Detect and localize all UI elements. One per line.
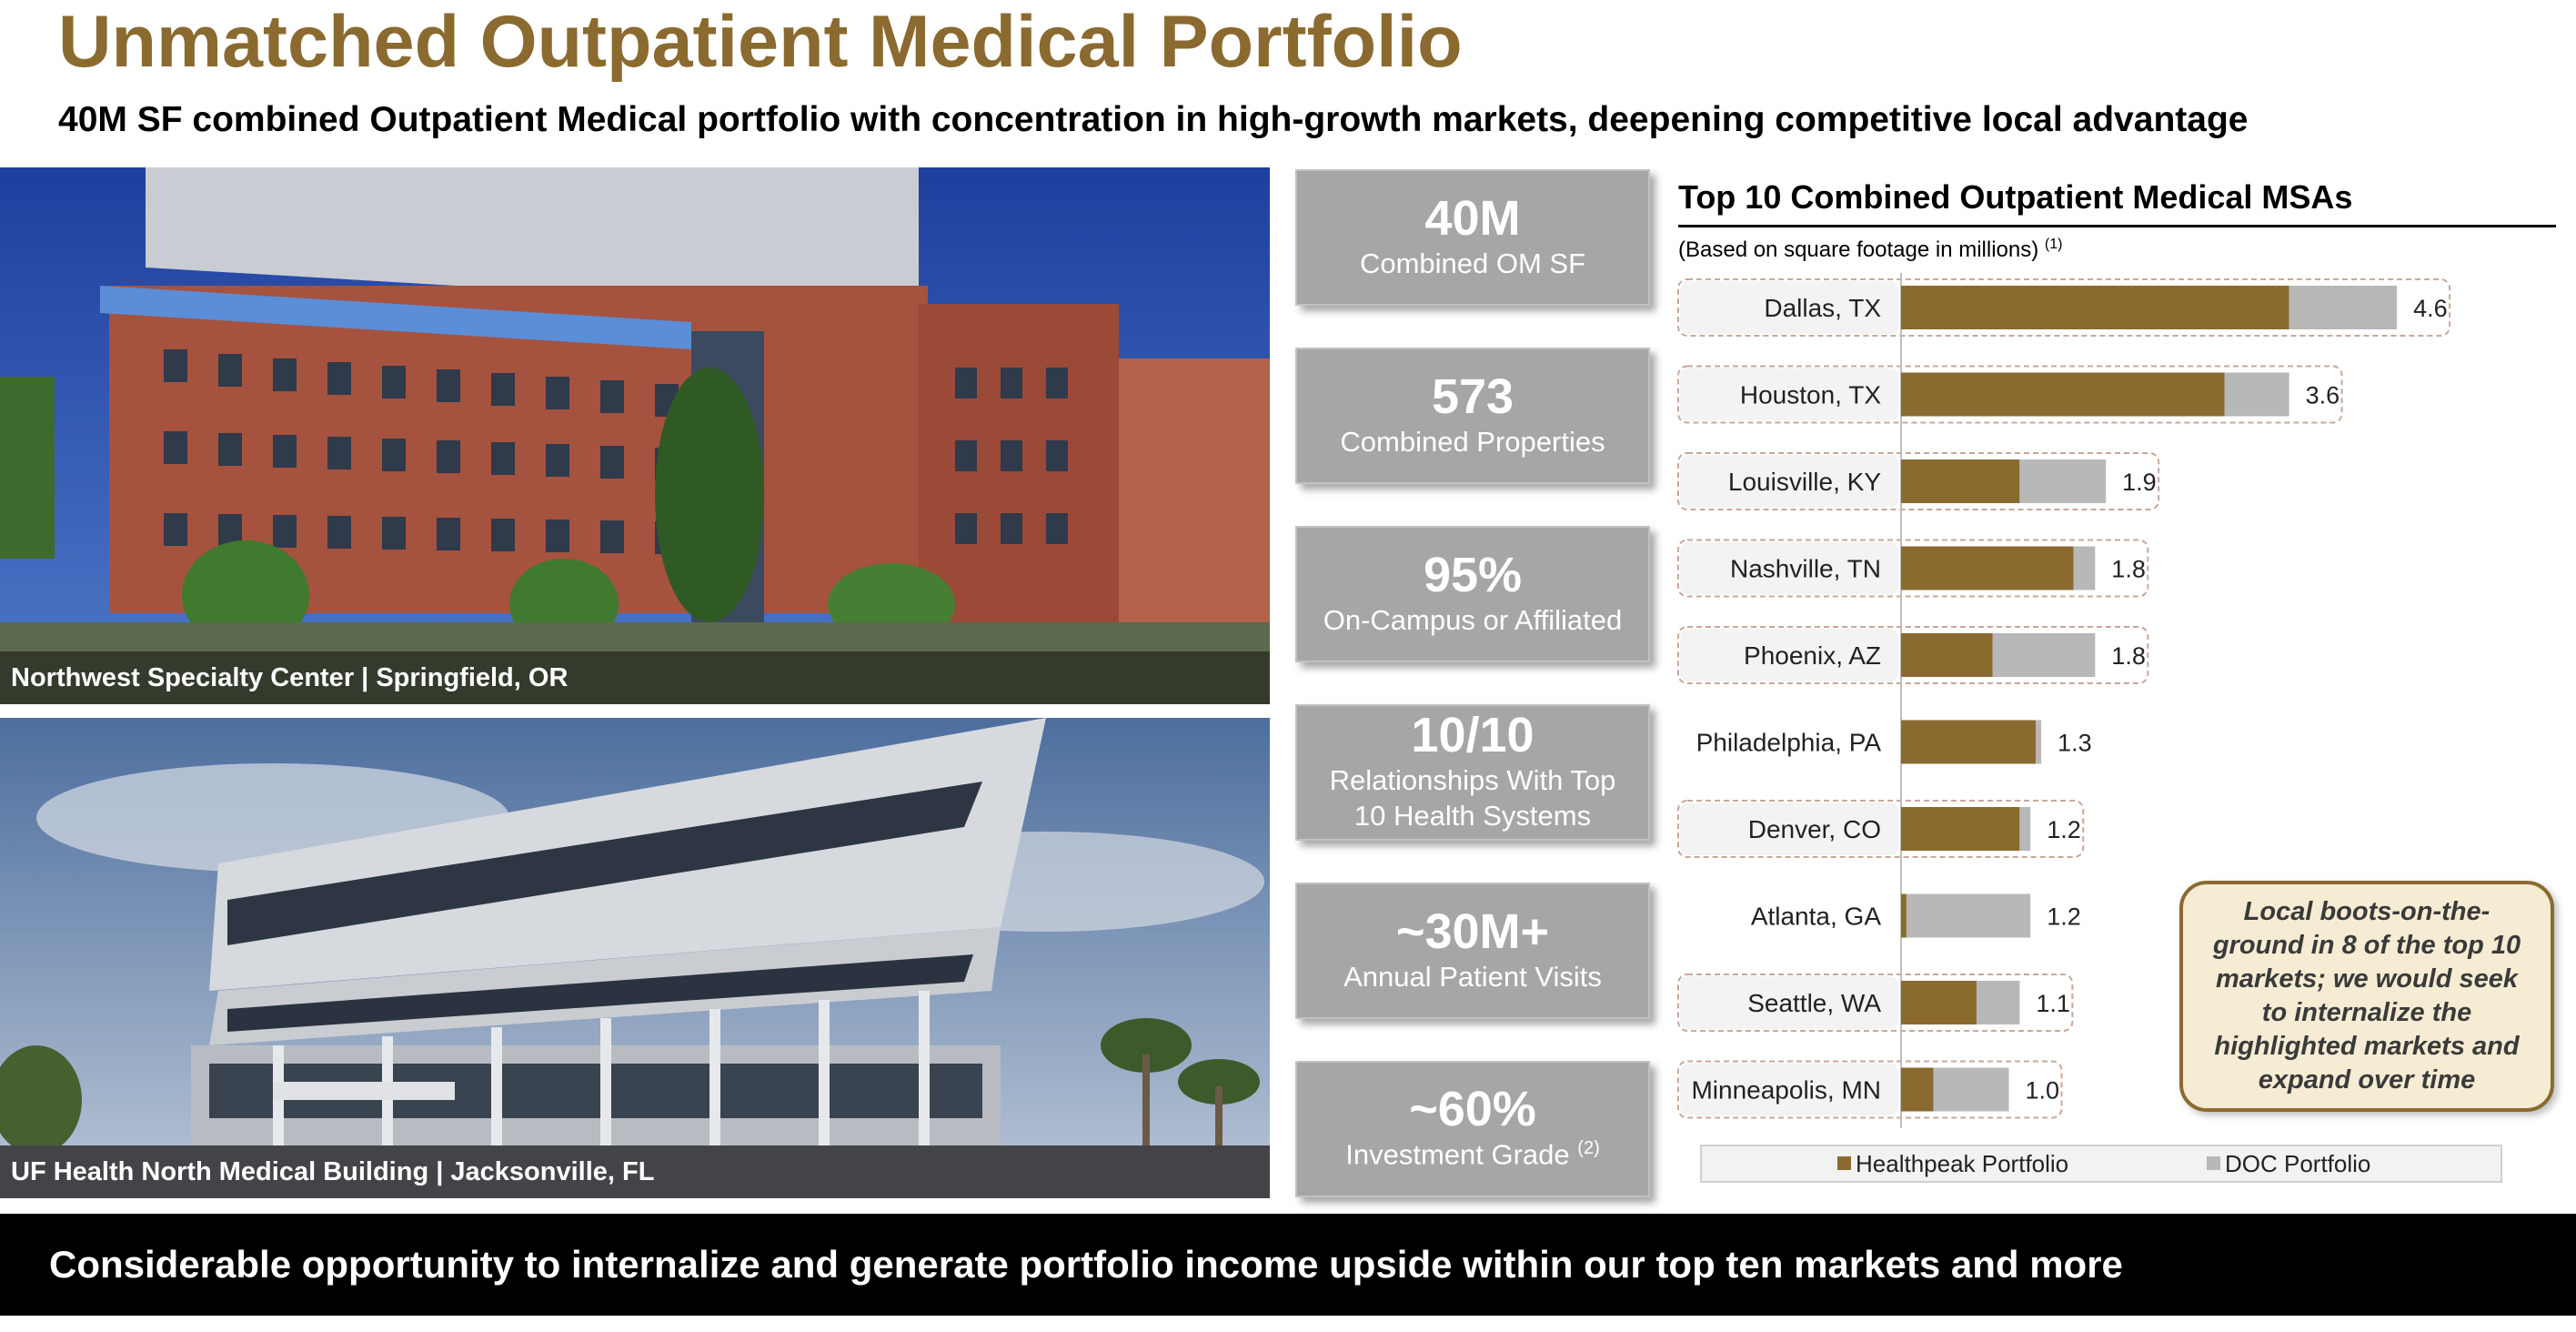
chart-subtitle-text: (Based on square footage in millions)	[1678, 237, 2039, 262]
stat-card-patient-visits: ~30M+ Annual Patient Visits	[1295, 883, 1650, 1019]
category-label-bg	[1680, 802, 1898, 855]
bar-healthpeak	[1901, 546, 2074, 590]
total-label: 1.0	[2026, 1077, 2060, 1105]
bar-healthpeak	[1901, 1067, 1934, 1112]
page-title: Unmatched Outpatient Medical Portfolio	[58, 1, 1463, 83]
bottom-banner: Considerable opportunity to internalize …	[0, 1214, 2576, 1316]
bar-healthpeak	[1901, 372, 2225, 417]
category-label: Nashville, TN	[1730, 555, 1881, 583]
footnote-marker: (2)	[1577, 1138, 1600, 1159]
bar-healthpeak	[1901, 720, 2037, 764]
category-label-bg	[1680, 455, 1898, 508]
total-label: 1.2	[2047, 816, 2081, 843]
category-label-bg	[1680, 976, 1898, 1029]
photo-caption: Northwest Specialty Center | Springfield…	[0, 651, 1270, 704]
legend-label-healthpeak: Healthpeak Portfolio	[1856, 1150, 2068, 1177]
stat-value: ~60%	[1409, 1082, 1536, 1137]
stat-value: 573	[1431, 368, 1514, 424]
photo-northwest-specialty-center: Northwest Specialty Center | Springfield…	[0, 167, 1270, 704]
stat-card-on-campus: 95% On-Campus or Affiliated	[1295, 526, 1650, 662]
total-label: 1.1	[2036, 990, 2070, 1017]
category-label: Seattle, WA	[1747, 989, 1881, 1017]
bar-doc	[2019, 807, 2031, 851]
stat-value: 95%	[1423, 547, 1523, 602]
total-label: 1.8	[2111, 642, 2146, 670]
stat-label: Relationships With Top 10 Health Systems	[1329, 764, 1616, 832]
legend-label-doc: DOC Portfolio	[2225, 1150, 2370, 1177]
category-label: Phoenix, AZ	[1744, 641, 1881, 670]
stat-card-combined-sf: 40M Combined OM SF	[1295, 169, 1650, 306]
chart-title-rule	[1678, 225, 2556, 227]
category-label: Dallas, TX	[1764, 294, 1881, 322]
category-label: Philadelphia, PA	[1696, 729, 1882, 757]
category-label-bg	[1680, 629, 1898, 681]
msa-bar-chart: Dallas, TX 4.6 Houston, TX 3.6 Louisville, K…	[1677, 273, 2502, 1183]
category-label-bg	[1680, 541, 1898, 595]
stat-card-investment-grade: ~60% Investment Grade (2)	[1295, 1061, 1650, 1197]
bar-doc	[2073, 546, 2096, 590]
category-label-bg	[1680, 281, 1898, 334]
footnote-marker: (1)	[2044, 237, 2063, 252]
total-label: 1.9	[2122, 469, 2157, 496]
page-subtitle: 40M SF combined Outpatient Medical portf…	[58, 100, 2249, 139]
stat-label-text: Investment Grade	[1345, 1138, 1570, 1171]
photo-caption: UF Health North Medical Building | Jacks…	[0, 1145, 1270, 1198]
bar-doc	[1906, 893, 2031, 938]
bar-doc	[1976, 981, 2020, 1024]
legend-swatch-doc	[2207, 1156, 2220, 1170]
stat-value: 40M	[1424, 190, 1521, 246]
bar-doc	[2289, 286, 2398, 329]
bar-doc	[1992, 633, 2096, 677]
stat-card-combined-properties: 573 Combined Properties	[1295, 348, 1650, 484]
total-label: 4.6	[2413, 295, 2448, 322]
total-label: 1.3	[2058, 730, 2092, 757]
bar-healthpeak	[1901, 633, 1993, 677]
total-label: 1.8	[2111, 556, 2146, 583]
stat-label: Annual Patient Visits	[1343, 960, 1602, 993]
stat-value: 10/10	[1411, 708, 1535, 763]
total-label: 3.6	[2306, 382, 2340, 409]
bar-doc	[1933, 1067, 2009, 1112]
category-label: Louisville, KY	[1728, 468, 1881, 496]
category-label: Minneapolis, MN	[1691, 1076, 1881, 1105]
callout-box: Local boots-on-the-ground in 8 of the to…	[2179, 881, 2554, 1112]
bar-healthpeak	[1901, 807, 2020, 851]
stat-value: ~30M+	[1395, 903, 1550, 959]
chart-title: Top 10 Combined Outpatient Medical MSAs	[1678, 178, 2353, 216]
bar-healthpeak	[1901, 981, 1977, 1024]
category-label-bg	[1680, 368, 1898, 421]
bar-doc	[2224, 372, 2289, 417]
bar-healthpeak	[1901, 893, 1907, 938]
stat-label: Combined Properties	[1340, 425, 1605, 458]
stat-label: On-Campus or Affiliated	[1323, 603, 1623, 636]
legend-swatch-healthpeak	[1837, 1156, 1851, 1170]
bar-healthpeak	[1901, 459, 2020, 503]
category-label: Denver, CO	[1748, 815, 1881, 843]
stat-label: Investment Grade (2)	[1345, 1137, 1599, 1173]
photo-uf-health-north: UF Health North Medical Building | Jacks…	[0, 718, 1270, 1198]
chart-subtitle: (Based on square footage in millions) (1…	[1678, 237, 2062, 263]
legend-box	[1700, 1145, 2502, 1183]
stat-label: Combined OM SF	[1359, 247, 1586, 279]
category-label: Atlanta, GA	[1751, 903, 1882, 931]
category-label-bg	[1680, 1063, 1898, 1116]
bar-doc	[2036, 720, 2042, 764]
stat-card-health-systems: 10/10 Relationships With Top 10 Health S…	[1295, 704, 1650, 841]
category-label: Houston, TX	[1740, 381, 1881, 409]
bar-healthpeak	[1901, 286, 2289, 329]
bar-doc	[2019, 459, 2107, 503]
total-label: 1.2	[2047, 903, 2081, 931]
